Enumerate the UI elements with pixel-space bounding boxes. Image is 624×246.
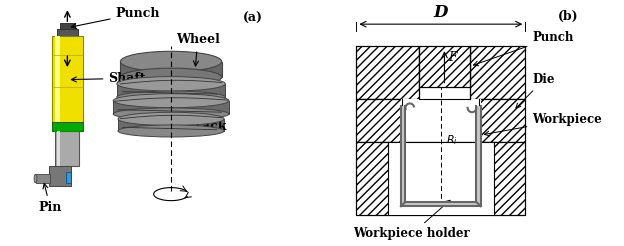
Ellipse shape bbox=[120, 68, 222, 86]
FancyBboxPatch shape bbox=[401, 99, 402, 142]
Ellipse shape bbox=[117, 91, 225, 103]
Ellipse shape bbox=[113, 108, 229, 120]
FancyBboxPatch shape bbox=[60, 23, 75, 30]
Text: Track: Track bbox=[188, 111, 227, 133]
Ellipse shape bbox=[118, 112, 224, 125]
FancyBboxPatch shape bbox=[356, 99, 402, 142]
FancyBboxPatch shape bbox=[480, 142, 494, 215]
Text: Die: Die bbox=[516, 73, 555, 108]
FancyBboxPatch shape bbox=[476, 106, 480, 206]
FancyBboxPatch shape bbox=[36, 174, 49, 183]
FancyBboxPatch shape bbox=[120, 62, 222, 77]
FancyBboxPatch shape bbox=[401, 202, 480, 206]
FancyBboxPatch shape bbox=[56, 36, 60, 123]
Ellipse shape bbox=[117, 77, 225, 91]
FancyBboxPatch shape bbox=[356, 46, 419, 99]
FancyBboxPatch shape bbox=[49, 166, 71, 186]
FancyBboxPatch shape bbox=[470, 46, 525, 99]
FancyBboxPatch shape bbox=[117, 84, 225, 97]
FancyBboxPatch shape bbox=[479, 99, 480, 142]
FancyBboxPatch shape bbox=[402, 99, 479, 142]
Text: F: F bbox=[448, 51, 457, 64]
FancyBboxPatch shape bbox=[66, 172, 71, 183]
Text: Punch: Punch bbox=[474, 31, 574, 66]
FancyBboxPatch shape bbox=[479, 99, 525, 142]
Text: Workpiece holder: Workpiece holder bbox=[354, 200, 470, 240]
FancyBboxPatch shape bbox=[388, 142, 494, 215]
FancyBboxPatch shape bbox=[401, 106, 406, 206]
Text: $R_i$: $R_i$ bbox=[446, 133, 457, 147]
Ellipse shape bbox=[118, 125, 224, 137]
Text: Wheel: Wheel bbox=[176, 33, 220, 66]
FancyBboxPatch shape bbox=[57, 131, 60, 166]
FancyBboxPatch shape bbox=[56, 131, 79, 166]
Text: Pin: Pin bbox=[39, 184, 62, 214]
FancyBboxPatch shape bbox=[118, 119, 224, 131]
FancyBboxPatch shape bbox=[356, 142, 525, 215]
FancyBboxPatch shape bbox=[52, 36, 83, 123]
FancyBboxPatch shape bbox=[419, 46, 470, 87]
Text: Workpiece: Workpiece bbox=[484, 113, 602, 136]
FancyBboxPatch shape bbox=[57, 30, 78, 36]
Text: Shaft: Shaft bbox=[71, 72, 146, 85]
Text: D: D bbox=[434, 3, 448, 20]
Ellipse shape bbox=[113, 94, 229, 108]
FancyBboxPatch shape bbox=[388, 142, 401, 215]
Text: Punch: Punch bbox=[71, 7, 160, 28]
Text: (a): (a) bbox=[243, 12, 263, 25]
Ellipse shape bbox=[120, 51, 222, 72]
Ellipse shape bbox=[34, 174, 37, 183]
FancyBboxPatch shape bbox=[388, 206, 494, 215]
Text: (b): (b) bbox=[558, 10, 579, 23]
FancyBboxPatch shape bbox=[113, 101, 229, 114]
FancyBboxPatch shape bbox=[52, 122, 83, 131]
